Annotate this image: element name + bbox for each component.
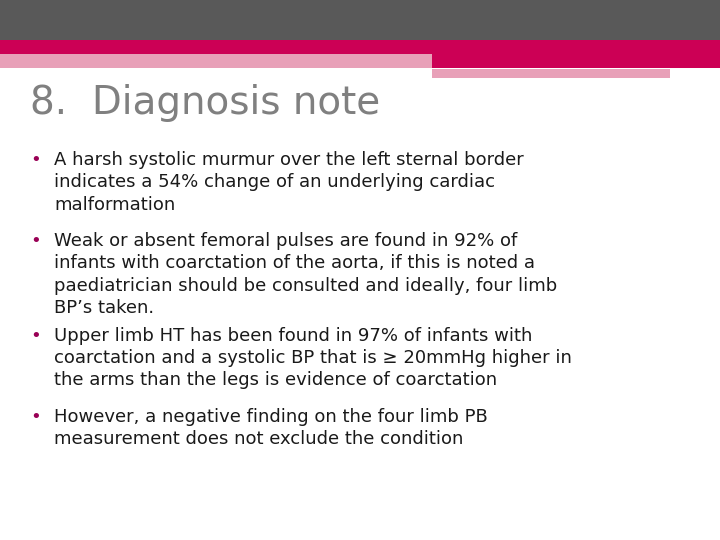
Bar [0, 40, 720, 54]
Text: •: • [30, 327, 41, 345]
Text: •: • [30, 408, 41, 426]
Text: However, a negative finding on the four limb PB
measurement does not exclude the: However, a negative finding on the four … [54, 408, 487, 448]
Text: 8.  Diagnosis note: 8. Diagnosis note [30, 84, 380, 122]
Text: •: • [30, 232, 41, 250]
Text: Upper limb HT has been found in 97% of infants with
coarctation and a systolic B: Upper limb HT has been found in 97% of i… [54, 327, 572, 389]
Bar [0, 54, 432, 68]
Text: Weak or absent femoral pulses are found in 92% of
infants with coarctation of th: Weak or absent femoral pulses are found … [54, 232, 557, 317]
Bar [432, 69, 670, 78]
Text: •: • [30, 151, 41, 169]
Bar [0, 0, 720, 40]
Text: A harsh systolic murmur over the left sternal border
indicates a 54% change of a: A harsh systolic murmur over the left st… [54, 151, 523, 214]
Bar [432, 54, 720, 68]
